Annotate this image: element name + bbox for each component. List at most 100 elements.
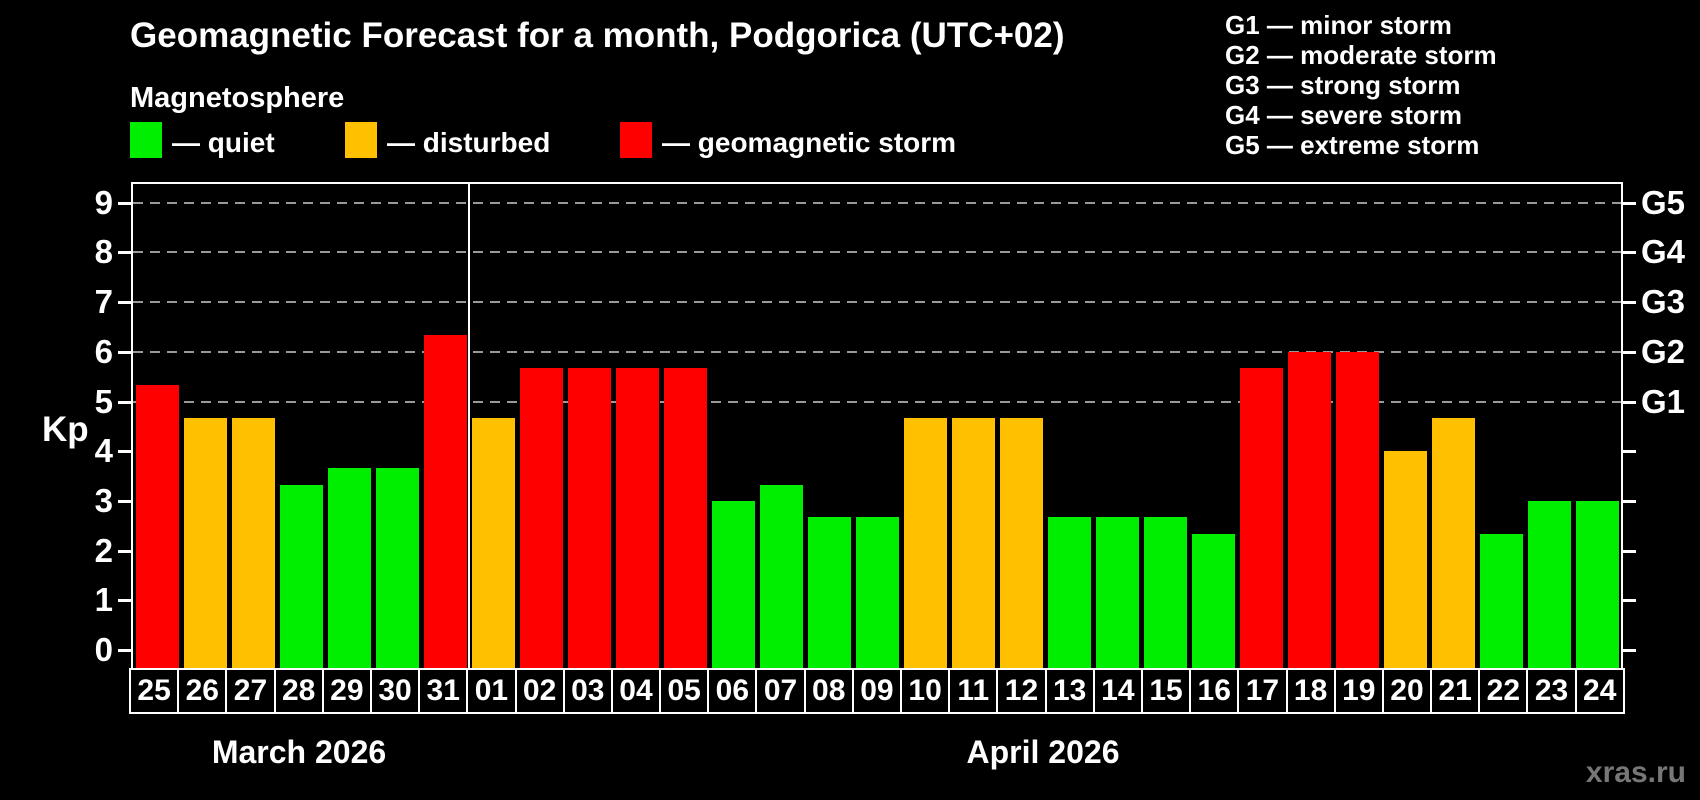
kp-bar-day-18 [1287, 351, 1331, 668]
y-tick-label: 8 [94, 233, 113, 271]
y-axis-tick-right [1623, 649, 1636, 652]
legend-disturbed-label: — disturbed [387, 127, 551, 158]
kp-bar-day-30 [375, 467, 419, 668]
kp-bar-day-09 [855, 517, 899, 668]
y-axis-tick-right [1623, 400, 1636, 404]
y-tick-label: 9 [94, 183, 113, 221]
g-axis-label-G2: G2 [1641, 332, 1686, 370]
day-label-box: 10 [900, 668, 951, 714]
y-tick-label: 3 [94, 481, 113, 519]
g-scale-legend-line: G3 — strong storm [1225, 70, 1461, 100]
kp-bar-day-25 [135, 385, 179, 668]
day-label-box: 16 [1189, 668, 1240, 714]
y-axis-tick-right [1623, 301, 1636, 305]
g-scale-legend-line: G4 — severe storm [1225, 100, 1463, 130]
gridline-kp5 [133, 400, 1621, 403]
day-label-box: 06 [707, 668, 758, 714]
day-label-box: 26 [177, 668, 228, 714]
y-tick-label: 5 [94, 382, 113, 420]
legend-disturbed-swatch-icon [345, 122, 377, 158]
y-tick-label: 6 [94, 332, 113, 370]
day-label-box: 14 [1092, 668, 1143, 714]
g-scale-legend: G1 — minor storm G2 — moderate storm G3 … [1225, 10, 1497, 160]
legend-quiet-label: — quiet [172, 127, 275, 158]
month-separator [468, 184, 470, 668]
y-axis-tick-left [118, 400, 131, 404]
kp-bar-day-26 [183, 417, 227, 668]
day-label-box: 09 [851, 668, 902, 714]
y-axis-tick-left [118, 201, 131, 205]
y-axis-tick-left [118, 301, 131, 305]
y-tick-label: 7 [94, 283, 113, 321]
day-label-box: 30 [369, 668, 421, 714]
kp-bar-day-03 [567, 368, 611, 668]
y-axis-tick-left [118, 450, 131, 454]
y-axis-tick-left [118, 499, 131, 503]
gridline-kp9 [133, 201, 1621, 204]
y-axis-tick-right [1623, 549, 1636, 553]
day-label-box: 24 [1574, 668, 1625, 714]
day-label-box: 07 [755, 668, 806, 714]
kp-bar-day-02 [519, 368, 563, 668]
kp-bar-day-07 [759, 484, 803, 668]
kp-bar-day-17 [1239, 368, 1283, 668]
y-axis-tick-left [118, 251, 131, 255]
y-axis-tick-left [118, 649, 131, 652]
legend-quiet-swatch-icon [130, 122, 162, 158]
day-label-box: 23 [1526, 668, 1577, 714]
day-label-box: 17 [1237, 668, 1288, 714]
gridline-kp7 [133, 301, 1621, 304]
y-axis-tick-left [118, 599, 131, 603]
y-axis-tick-right [1623, 450, 1636, 454]
day-label-box: 01 [466, 668, 517, 714]
g-axis-label-G4: G4 [1641, 233, 1686, 271]
day-label-box: 15 [1140, 668, 1192, 714]
day-label-box: 12 [996, 668, 1047, 714]
month-label: April 2026 [966, 734, 1120, 770]
kp-bar-day-12 [999, 417, 1043, 668]
legend-storm-swatch-icon [620, 122, 652, 158]
legend-storm-label: — geomagnetic storm [662, 127, 957, 158]
day-label-box: 25 [129, 668, 180, 714]
y-axis-title: Kp [42, 410, 89, 449]
day-label-box: 02 [514, 668, 565, 714]
day-label-box: 28 [273, 668, 324, 714]
day-label-box: 19 [1333, 668, 1384, 714]
day-label-box: 22 [1478, 668, 1529, 714]
day-label-box: 18 [1285, 668, 1336, 714]
kp-bar-day-19 [1335, 351, 1379, 668]
month-label: March 2026 [211, 734, 387, 770]
day-label-box: 29 [321, 668, 372, 714]
kp-bar-day-21 [1431, 417, 1475, 668]
y-axis-tick-left [118, 549, 131, 553]
kp-bar-day-16 [1191, 534, 1235, 668]
g-axis-label-G5: G5 [1641, 183, 1686, 221]
kp-bar-day-22 [1479, 534, 1523, 668]
g-scale-legend-line: G2 — moderate storm [1225, 40, 1497, 70]
kp-bar-day-11 [951, 417, 995, 668]
y-tick-label: 4 [94, 432, 113, 470]
y-axis-tick-right [1623, 499, 1636, 503]
y-axis-tick-right [1623, 350, 1636, 354]
g-scale-legend-line: G5 — extreme storm [1225, 130, 1480, 160]
x-axis-day-labels: 25 26 27 28 29 30 31 01 02 03 04 05 06 07 08 09 10 11 12 13… [129, 668, 1625, 714]
day-label-box: 03 [562, 668, 613, 714]
plot-area-frame [131, 182, 1623, 668]
day-label-box: 20 [1381, 668, 1433, 714]
y-axis-tick-left [118, 350, 131, 354]
gridline-kp6 [133, 350, 1621, 353]
day-label-box: 08 [803, 668, 854, 714]
kp-bar-day-14 [1095, 517, 1139, 668]
day-label-box: 27 [225, 668, 276, 714]
y-tick-label: 2 [94, 531, 113, 569]
kp-bar-day-15 [1143, 517, 1187, 668]
g-scale-legend-line: G1 — minor storm [1225, 10, 1452, 40]
kp-bar-day-31 [423, 335, 467, 668]
day-label-box: 31 [418, 668, 469, 714]
day-label-box: 13 [1044, 668, 1095, 714]
g-axis-label-G3: G3 [1641, 283, 1686, 321]
day-label-box: 21 [1430, 668, 1481, 714]
day-label-box: 11 [948, 668, 999, 714]
y-axis-tick-right [1623, 599, 1636, 603]
